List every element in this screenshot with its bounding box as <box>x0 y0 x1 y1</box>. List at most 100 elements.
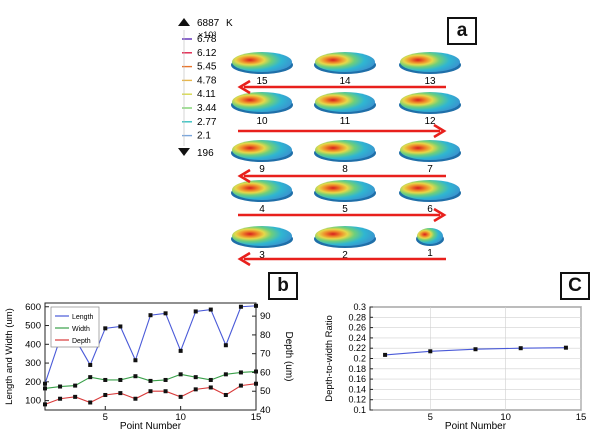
arrow-right-icon <box>433 207 447 223</box>
data-point-width <box>163 377 168 382</box>
x-tick-label: 5 <box>428 412 433 423</box>
colorbar-ticks: 6.78 6.12 5.45 4.78 4.11 3.44 2.77 2.1 <box>182 30 217 146</box>
y2-axis-label: Depth (um) <box>283 331 294 381</box>
pool-number: 11 <box>340 116 351 127</box>
y-tick-label: 0.26 <box>348 323 366 333</box>
pool-number: 7 <box>427 164 433 175</box>
y2-tick-label: 90 <box>260 311 271 322</box>
data-point-width <box>193 375 198 380</box>
data-point-width <box>148 378 153 383</box>
data-point-width <box>43 386 47 391</box>
colorbar-tick-label: 4.11 <box>197 89 216 100</box>
colorbar-tick-label: 2.77 <box>197 117 217 128</box>
data-point-width <box>208 377 213 382</box>
data-point-length <box>103 326 108 331</box>
colorbar-tick-label: 6.12 <box>197 48 217 59</box>
x-tick-label: 10 <box>500 412 511 423</box>
pool-number: 9 <box>259 164 265 175</box>
weld-pool <box>232 92 292 112</box>
chart-c-ratio: 0.10.120.140.160.180.20.220.240.260.280.… <box>324 302 586 432</box>
data-point-length <box>193 309 198 314</box>
y2-tick-label: 70 <box>260 349 271 360</box>
y-tick-label: 0.24 <box>348 333 366 343</box>
y-tick-label: 600 <box>25 302 41 313</box>
x-axis-label: Point Number <box>120 421 182 432</box>
y-tick-label: 500 <box>25 321 41 332</box>
pool-number: 2 <box>342 250 348 261</box>
data-point-ratio <box>563 345 568 350</box>
data-point-width <box>88 375 93 380</box>
data-point-length <box>238 304 243 309</box>
arrow-left-icon <box>237 251 251 267</box>
weld-pool <box>232 226 292 246</box>
data-point-length <box>148 313 153 318</box>
data-point-length <box>208 307 213 312</box>
data-point-length <box>223 343 228 348</box>
data-point-depth <box>58 396 63 401</box>
x-tick-label: 5 <box>103 412 108 423</box>
y-axis-label: Length and Width (um) <box>4 308 15 405</box>
x-tick-label: 10 <box>175 412 186 423</box>
data-point-width <box>103 377 108 382</box>
colorbar-tick-label: 3.44 <box>197 103 217 114</box>
pool-number: 13 <box>424 76 436 87</box>
data-point-depth <box>163 389 168 394</box>
x-tick-label: 15 <box>576 412 587 423</box>
weld-pool <box>232 180 292 200</box>
data-point-depth <box>43 402 47 407</box>
max-triangle-icon <box>178 18 190 26</box>
data-point-depth <box>88 400 93 405</box>
panel-label-c: C <box>560 272 590 300</box>
weld-pool <box>400 140 460 160</box>
arrow-left-icon <box>237 79 251 95</box>
weld-pool <box>315 226 375 246</box>
colorbar-tick-label: 2.1 <box>197 131 211 142</box>
data-point-width <box>178 372 183 377</box>
pool-number: 10 <box>256 116 268 127</box>
data-point-width <box>223 372 228 377</box>
chart-b-legend: Length Width Depth <box>50 306 100 348</box>
y-tick-label: 0.1 <box>353 405 366 415</box>
scan-path-arrows <box>237 79 447 267</box>
data-point-length <box>118 324 123 329</box>
data-point-depth <box>103 392 108 397</box>
weld-pool <box>417 228 443 244</box>
y-tick-label: 0.18 <box>348 364 366 374</box>
data-point-depth <box>193 387 198 392</box>
plot-frame <box>44 302 257 411</box>
data-point-depth <box>208 385 213 390</box>
pool-number: 6 <box>427 204 433 215</box>
data-point-depth <box>178 394 183 399</box>
y-tick-label: 0.16 <box>348 374 366 384</box>
pool-number: 15 <box>256 76 268 87</box>
pool-number: 8 <box>342 164 348 175</box>
y-tick-label: 0.14 <box>348 384 366 394</box>
y-axis-label: Depth-to-width Ratio <box>324 315 335 402</box>
weld-pool-grid: 15 14 13 10 11 12 9 8 7 4 5 6 3 2 1 <box>231 52 461 261</box>
panel-label-b: b <box>268 272 298 300</box>
weld-pool <box>400 52 460 72</box>
data-point-length <box>254 303 258 308</box>
colorbar-unit: K <box>226 18 233 29</box>
y-tick-label: 100 <box>25 396 41 407</box>
y2-tick-label: 50 <box>260 386 271 397</box>
temperature-colorbar: 6887 K ×10³ 6.78 6.12 5.45 4.78 4.11 3.44 2.77… <box>178 18 233 159</box>
data-point-length <box>43 381 47 386</box>
y-tick-label: 0.3 <box>353 302 366 312</box>
y-tick-label: 200 <box>25 377 41 388</box>
colorbar-tick-label: 5.45 <box>197 62 217 73</box>
data-point-length <box>163 311 168 316</box>
pool-number: 3 <box>259 250 265 261</box>
data-point-depth <box>133 396 138 401</box>
x-tick-label: 15 <box>251 412 262 423</box>
weld-pool <box>315 52 375 72</box>
pool-number: 4 <box>259 204 265 215</box>
chart-b-dimensions: 100 200 300 400 500 600 40 50 60 70 80 90 5 10 15 Point… <box>4 302 294 432</box>
colorbar-tick-label: 4.78 <box>197 75 217 86</box>
data-point-length <box>178 348 183 353</box>
data-point-width <box>254 369 258 374</box>
arrow-left-icon <box>237 168 251 184</box>
colorbar-tick-label: 6.78 <box>197 34 217 45</box>
data-point-depth <box>73 394 78 399</box>
pool-number: 5 <box>342 204 348 215</box>
